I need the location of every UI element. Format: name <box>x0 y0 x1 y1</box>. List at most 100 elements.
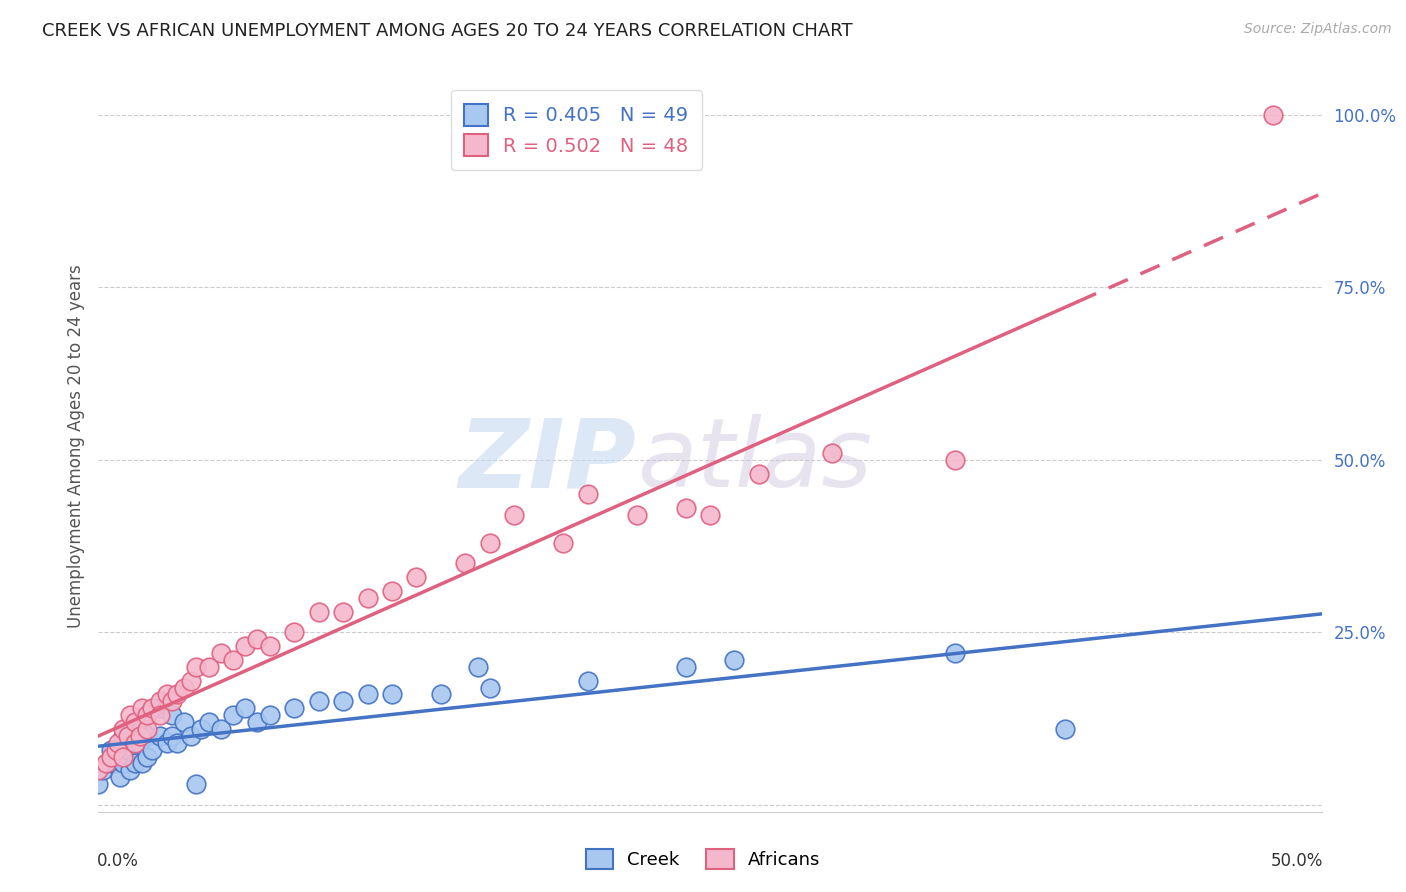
Point <box>943 452 966 467</box>
Point <box>222 653 245 667</box>
Point <box>454 557 477 571</box>
Point <box>259 708 281 723</box>
Text: 50.0%: 50.0% <box>1271 852 1323 870</box>
Point <box>100 749 122 764</box>
Point <box>197 660 219 674</box>
Point <box>149 708 172 723</box>
Legend: R = 0.405   N = 49, R = 0.502   N = 48: R = 0.405 N = 49, R = 0.502 N = 48 <box>451 90 702 169</box>
Point <box>160 729 183 743</box>
Point <box>160 694 183 708</box>
Point <box>197 714 219 729</box>
Point <box>124 756 146 771</box>
Point <box>675 501 697 516</box>
Point <box>283 701 305 715</box>
Point <box>190 722 212 736</box>
Point <box>131 722 153 736</box>
Point <box>233 701 256 715</box>
Text: Source: ZipAtlas.com: Source: ZipAtlas.com <box>1244 22 1392 37</box>
Point <box>117 729 139 743</box>
Point <box>308 605 330 619</box>
Point <box>308 694 330 708</box>
Point <box>503 508 526 522</box>
Point <box>943 646 966 660</box>
Point <box>107 749 129 764</box>
Point <box>124 714 146 729</box>
Point <box>576 673 599 688</box>
Point <box>405 570 427 584</box>
Point <box>120 708 142 723</box>
Point <box>110 770 132 784</box>
Text: 0.0%: 0.0% <box>97 852 139 870</box>
Point <box>1261 108 1284 122</box>
Point <box>233 639 256 653</box>
Point <box>87 764 110 778</box>
Point <box>467 660 489 674</box>
Point <box>209 646 232 660</box>
Point <box>111 722 134 736</box>
Text: atlas: atlas <box>637 414 872 508</box>
Point <box>129 736 152 750</box>
Point <box>166 687 188 701</box>
Point <box>124 714 146 729</box>
Point <box>576 487 599 501</box>
Point <box>131 701 153 715</box>
Point <box>180 673 202 688</box>
Point <box>381 687 404 701</box>
Point <box>104 742 127 756</box>
Point <box>748 467 770 481</box>
Point <box>356 591 378 605</box>
Legend: Creek, Africans: Creek, Africans <box>576 839 830 879</box>
Point <box>136 708 159 723</box>
Point <box>209 722 232 736</box>
Point <box>121 736 143 750</box>
Point <box>332 694 354 708</box>
Point <box>430 687 453 701</box>
Point <box>141 742 163 756</box>
Point <box>107 736 129 750</box>
Point <box>149 701 172 715</box>
Text: ZIP: ZIP <box>458 414 637 508</box>
Point <box>104 756 127 771</box>
Point <box>91 764 114 778</box>
Point <box>111 749 134 764</box>
Point <box>100 742 122 756</box>
Point <box>111 729 134 743</box>
Point <box>131 756 153 771</box>
Point <box>173 714 195 729</box>
Point <box>149 694 172 708</box>
Point <box>136 749 159 764</box>
Point <box>156 736 179 750</box>
Text: CREEK VS AFRICAN UNEMPLOYMENT AMONG AGES 20 TO 24 YEARS CORRELATION CHART: CREEK VS AFRICAN UNEMPLOYMENT AMONG AGES… <box>42 22 853 40</box>
Point <box>381 583 404 598</box>
Point <box>117 742 139 756</box>
Point <box>246 714 269 729</box>
Point <box>478 681 501 695</box>
Point <box>156 687 179 701</box>
Point <box>356 687 378 701</box>
Point <box>94 756 117 771</box>
Point <box>1053 722 1076 736</box>
Point <box>723 653 745 667</box>
Point <box>120 764 142 778</box>
Point <box>259 639 281 653</box>
Point <box>141 701 163 715</box>
Point <box>553 535 575 549</box>
Point <box>173 681 195 695</box>
Point <box>283 625 305 640</box>
Y-axis label: Unemployment Among Ages 20 to 24 years: Unemployment Among Ages 20 to 24 years <box>66 264 84 628</box>
Point <box>87 777 110 791</box>
Point <box>626 508 648 522</box>
Point <box>246 632 269 647</box>
Point <box>222 708 245 723</box>
Point <box>166 736 188 750</box>
Point <box>186 660 208 674</box>
Point <box>136 729 159 743</box>
Point <box>129 729 152 743</box>
Point <box>111 756 134 771</box>
Point <box>180 729 202 743</box>
Point <box>160 708 183 723</box>
Point <box>332 605 354 619</box>
Point <box>136 722 159 736</box>
Point <box>699 508 721 522</box>
Point <box>478 535 501 549</box>
